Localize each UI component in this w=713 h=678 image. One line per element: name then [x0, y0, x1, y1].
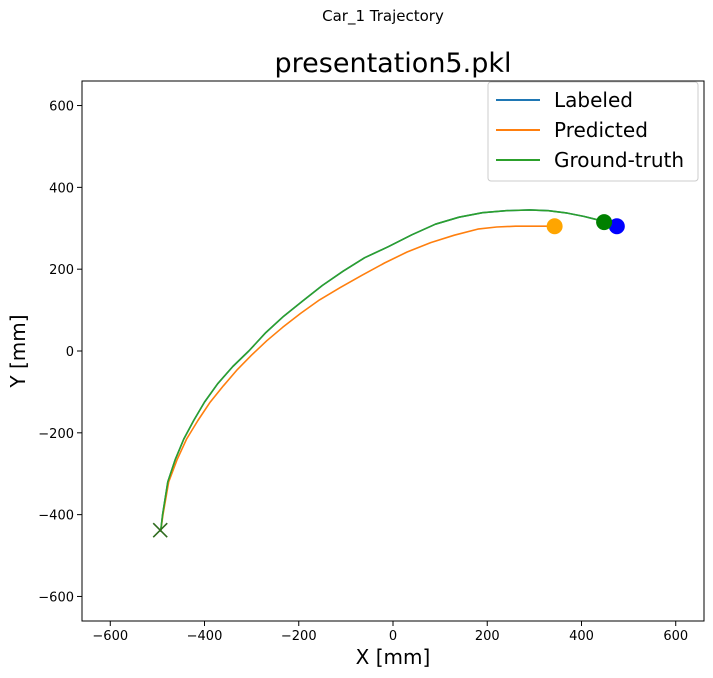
x-axis-label: X [mm] — [356, 645, 431, 669]
axes-border — [81, 80, 705, 622]
series-line-predicted — [159, 225, 555, 532]
legend-label-ground-truth: Ground-truth — [554, 148, 684, 172]
markers — [152, 214, 625, 538]
x-tick-label: 200 — [475, 629, 500, 644]
x-tick-label: 600 — [663, 629, 688, 644]
x-ticks: −600 −400 −200 0 200 400 600 — [92, 621, 688, 644]
end-marker-ground-truth — [596, 214, 613, 231]
x-tick-label: −600 — [92, 629, 128, 644]
x-tick-label: −200 — [281, 629, 317, 644]
series-line-ground-truth — [159, 209, 605, 532]
figure-suptitle: Car_1 Trajectory — [322, 7, 444, 26]
x-tick-label: 400 — [569, 629, 594, 644]
end-marker-predicted — [546, 218, 563, 235]
series-lines — [159, 209, 605, 532]
y-axis-label: Y [mm] — [6, 314, 30, 388]
legend: Labeled Predicted Ground-truth — [487, 81, 699, 182]
y-tick-label: 600 — [49, 100, 74, 115]
y-tick-label: 200 — [49, 263, 74, 278]
y-tick-label: −600 — [38, 590, 74, 605]
legend-box — [487, 81, 699, 182]
start-marker — [152, 522, 168, 538]
end-marker-labeled — [608, 218, 625, 235]
y-tick-label: 0 — [66, 345, 74, 360]
y-tick-label: −400 — [38, 509, 74, 524]
legend-label-predicted: Predicted — [554, 118, 648, 142]
y-tick-label: 400 — [49, 181, 74, 196]
chart-title: presentation5.pkl — [275, 48, 512, 79]
legend-label-labeled: Labeled — [554, 88, 633, 112]
y-ticks: −600 −400 −200 0 200 400 600 — [38, 100, 82, 605]
y-tick-label: −200 — [38, 427, 74, 442]
x-tick-label: −400 — [187, 629, 223, 644]
x-tick-label: 0 — [389, 629, 397, 644]
